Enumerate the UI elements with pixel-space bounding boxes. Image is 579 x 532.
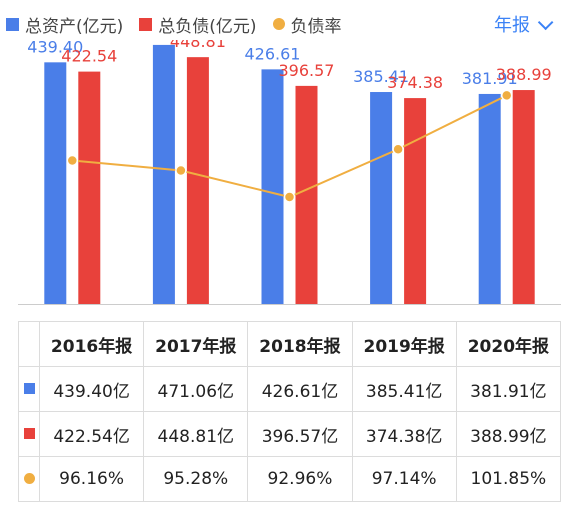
ratio-point [66,154,79,167]
assets-bar [478,93,501,305]
ratio-point [283,191,296,203]
legend-item-assets[interactable]: 总资产(亿元) [6,12,123,37]
table-header-cell: 2019年报 [351,321,457,367]
ratio-point [392,143,404,156]
chevron-down-icon [537,14,554,30]
assets-bar [44,62,67,304]
ratio-line [72,94,508,199]
table-cell: 448.81亿 [143,411,249,457]
row-marker-cell [18,456,40,502]
liabilities-bar [512,90,535,304]
assets-data-label: 381.91 [462,69,518,88]
assets-data-label: 426.61 [245,44,301,63]
table-cell: 396.57亿 [247,411,353,457]
assets-data-label: 385.41 [353,67,409,86]
ratio-point [175,164,187,177]
table-cell: 92.96% [247,456,353,502]
table-header-cell: 2018年报 [247,321,353,367]
legend-label-liabilities: 总负债(亿元) [158,16,257,37]
assets-row-swatch [23,383,35,394]
table-row-liabilities: 422.54亿 448.81亿 396.57亿 374.38亿 388.99亿 [18,411,562,457]
liabilities-data-label: 374.38 [387,73,443,92]
legend-label-ratio: 负债率 [290,16,342,37]
row-marker-cell [18,411,40,457]
table-cell: 374.38亿 [351,411,457,457]
row-marker-cell [18,366,40,412]
table-cell: 385.41亿 [351,366,457,412]
legend-item-liabilities[interactable]: 总负债(亿元) [139,12,257,37]
ratio-color-dot [272,18,285,30]
liabilities-bar [404,98,427,304]
table-header-cell: 2016年报 [38,321,145,367]
table-header-cell: 2017年报 [143,321,249,367]
table-cell: 96.16% [38,456,145,502]
liabilities-bar [295,85,318,304]
ratio-point [500,89,513,102]
liabilities-data-label: 396.57 [279,61,335,80]
chart-legend: 总资产(亿元) 总负债(亿元) 负债率 [6,12,358,37]
table-cell: 95.28% [143,456,249,502]
liabilities-color-swatch [139,17,153,31]
liabilities-bar [78,71,101,304]
assets-data-label: 439.40 [27,40,83,56]
table-cell: 101.85% [455,456,562,502]
liabilities-data-label: 422.54 [61,47,117,66]
assets-color-swatch [6,17,19,31]
table-cell: 471.06亿 [143,366,249,412]
table-header-row: 2016年报 2017年报 2018年报 2019年报 2020年报 [18,321,562,367]
assets-bar [261,69,284,304]
table-row-assets: 439.40亿 471.06亿 426.61亿 385.41亿 381.91亿 [18,366,562,412]
legend-label-assets: 总资产(亿元) [25,16,124,37]
table-header-cell: 2020年报 [455,321,562,367]
table-corner-cell [18,321,40,367]
liabilities-data-label: 448.81 [170,40,226,51]
table-cell: 388.99亿 [455,411,562,457]
table-cell: 426.61亿 [247,366,353,412]
liabilities-data-label: 388.99 [496,65,552,84]
table-cell: 381.91亿 [455,366,562,412]
liabilities-row-swatch [23,428,35,439]
assets-bar [370,92,393,304]
ratio-row-dot [23,473,35,484]
data-table: 2016年报 2017年报 2018年报 2019年报 2020年报 439.4… [18,321,562,502]
bar-line-chart: 439.40422.54471.06448.81426.61396.57385.… [18,40,561,305]
table-row-ratio: 96.16% 95.28% 92.96% 97.14% 101.85% [18,456,562,502]
period-selector-label: 年报 [494,15,530,36]
table-cell: 97.14% [351,456,457,502]
period-selector[interactable]: 年报 [494,12,554,36]
liabilities-bar [186,57,209,305]
table-cell: 422.54亿 [38,411,145,457]
table-cell: 439.40亿 [38,366,145,412]
assets-bar [152,44,175,305]
legend-item-ratio[interactable]: 负债率 [272,12,342,37]
